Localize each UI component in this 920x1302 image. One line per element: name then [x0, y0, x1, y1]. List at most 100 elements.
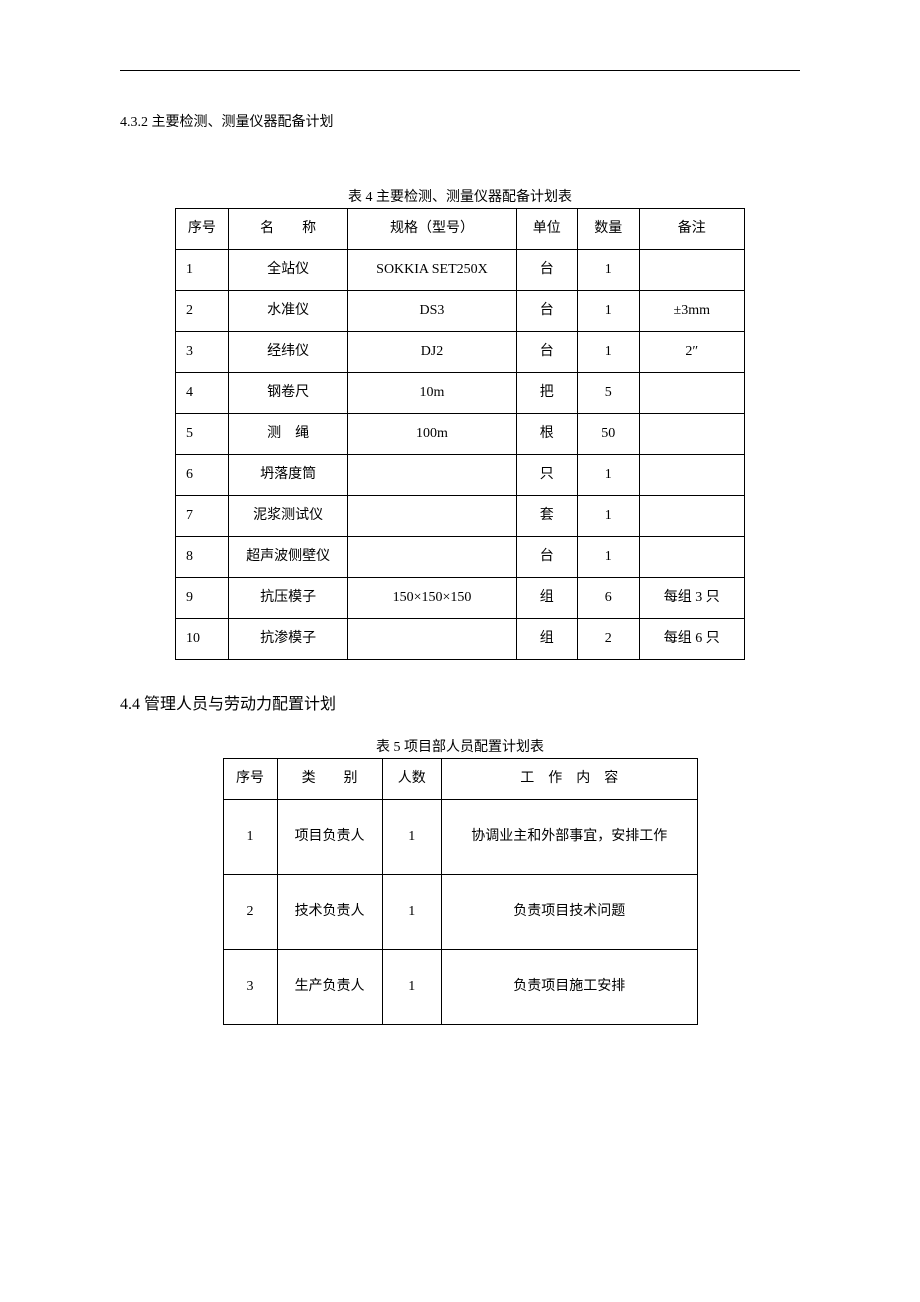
cell: 负责项目施工安排 — [441, 950, 697, 1025]
cell: 5 — [578, 373, 640, 414]
table4-h5: 数量 — [578, 209, 640, 250]
cell: 抗压模子 — [228, 578, 348, 619]
table4-caption: 表 4 主要检测、测量仪器配备计划表 — [120, 186, 800, 206]
cell: 150×150×150 — [348, 578, 516, 619]
cell: 台 — [516, 537, 578, 578]
cell — [639, 537, 745, 578]
cell: 台 — [516, 250, 578, 291]
cell: 9 — [176, 578, 229, 619]
cell: 抗渗模子 — [228, 619, 348, 660]
table4-h3: 规格（型号） — [348, 209, 516, 250]
cell: 1 — [176, 250, 229, 291]
cell: 4 — [176, 373, 229, 414]
table-row: 1全站仪SOKKIA SET250X台1 — [176, 250, 745, 291]
table-row: 2技术负责人1负责项目技术问题 — [223, 875, 697, 950]
cell: 2″ — [639, 332, 745, 373]
table-row: 7泥浆测试仪 套1 — [176, 496, 745, 537]
table4-h1: 序号 — [176, 209, 229, 250]
cell: 水准仪 — [228, 291, 348, 332]
cell — [639, 373, 745, 414]
cell: 100m — [348, 414, 516, 455]
cell: 1 — [382, 800, 441, 875]
cell: 套 — [516, 496, 578, 537]
page-top-rule — [120, 70, 800, 71]
cell: 1 — [578, 496, 640, 537]
cell — [639, 455, 745, 496]
cell: 坍落度筒 — [228, 455, 348, 496]
cell — [639, 496, 745, 537]
cell: 3 — [223, 950, 277, 1025]
table-row: 5测 绳100m根50 — [176, 414, 745, 455]
cell: 只 — [516, 455, 578, 496]
cell: 协调业主和外部事宜，安排工作 — [441, 800, 697, 875]
cell — [639, 414, 745, 455]
table-row: 3经纬仪DJ2台12″ — [176, 332, 745, 373]
cell: 经纬仪 — [228, 332, 348, 373]
cell: 2 — [223, 875, 277, 950]
cell: 每组 3 只 — [639, 578, 745, 619]
cell: 6 — [578, 578, 640, 619]
cell: 10 — [176, 619, 229, 660]
section-44-heading: 4.4 管理人员与劳动力配置计划 — [120, 690, 800, 714]
table5-h3: 人数 — [382, 759, 441, 800]
cell: DJ2 — [348, 332, 516, 373]
cell: 1 — [223, 800, 277, 875]
table5-caption: 表 5 项目部人员配置计划表 — [120, 736, 800, 756]
cell: ±3mm — [639, 291, 745, 332]
table-row: 6坍落度筒 只1 — [176, 455, 745, 496]
table-row: 9抗压模子150×150×150组6每组 3 只 — [176, 578, 745, 619]
table-row: 4钢卷尺10m把5 — [176, 373, 745, 414]
cell: 10m — [348, 373, 516, 414]
cell: 1 — [578, 250, 640, 291]
cell: 台 — [516, 332, 578, 373]
cell: 1 — [578, 537, 640, 578]
cell: 生产负责人 — [277, 950, 382, 1025]
cell: 7 — [176, 496, 229, 537]
cell: 50 — [578, 414, 640, 455]
table-row: 10抗渗模子 组2每组 6 只 — [176, 619, 745, 660]
cell: 1 — [578, 291, 640, 332]
cell — [348, 537, 516, 578]
cell: 项目负责人 — [277, 800, 382, 875]
table-row: 8超声波侧壁仪 台1 — [176, 537, 745, 578]
cell: 把 — [516, 373, 578, 414]
cell: 台 — [516, 291, 578, 332]
cell: 测 绳 — [228, 414, 348, 455]
cell: 组 — [516, 578, 578, 619]
cell: 根 — [516, 414, 578, 455]
cell: 技术负责人 — [277, 875, 382, 950]
table4-h4: 单位 — [516, 209, 578, 250]
cell — [348, 619, 516, 660]
cell: 每组 6 只 — [639, 619, 745, 660]
table-row: 3生产负责人1负责项目施工安排 — [223, 950, 697, 1025]
table4-header-row: 序号 名 称 规格（型号） 单位 数量 备注 — [176, 209, 745, 250]
cell: 1 — [578, 332, 640, 373]
table5-header-row: 序号 类 别 人数 工 作 内 容 — [223, 759, 697, 800]
table5: 序号 类 别 人数 工 作 内 容 1项目负责人1协调业主和外部事宜，安排工作 … — [223, 758, 698, 1025]
table4-h6: 备注 — [639, 209, 745, 250]
cell: 钢卷尺 — [228, 373, 348, 414]
table4-h2: 名 称 — [228, 209, 348, 250]
cell: 超声波侧壁仪 — [228, 537, 348, 578]
cell: 2 — [578, 619, 640, 660]
table-row: 2水准仪DS3台1±3mm — [176, 291, 745, 332]
cell: 负责项目技术问题 — [441, 875, 697, 950]
cell: 1 — [382, 950, 441, 1025]
cell: 2 — [176, 291, 229, 332]
cell: 6 — [176, 455, 229, 496]
cell: SOKKIA SET250X — [348, 250, 516, 291]
table4: 序号 名 称 规格（型号） 单位 数量 备注 1全站仪SOKKIA SET250… — [175, 208, 745, 660]
cell: 泥浆测试仪 — [228, 496, 348, 537]
cell: 3 — [176, 332, 229, 373]
table5-h1: 序号 — [223, 759, 277, 800]
cell — [348, 496, 516, 537]
cell: 8 — [176, 537, 229, 578]
cell: DS3 — [348, 291, 516, 332]
cell: 1 — [578, 455, 640, 496]
cell: 组 — [516, 619, 578, 660]
table-row: 1项目负责人1协调业主和外部事宜，安排工作 — [223, 800, 697, 875]
table5-h4: 工 作 内 容 — [441, 759, 697, 800]
table5-h2: 类 别 — [277, 759, 382, 800]
cell — [348, 455, 516, 496]
cell — [639, 250, 745, 291]
